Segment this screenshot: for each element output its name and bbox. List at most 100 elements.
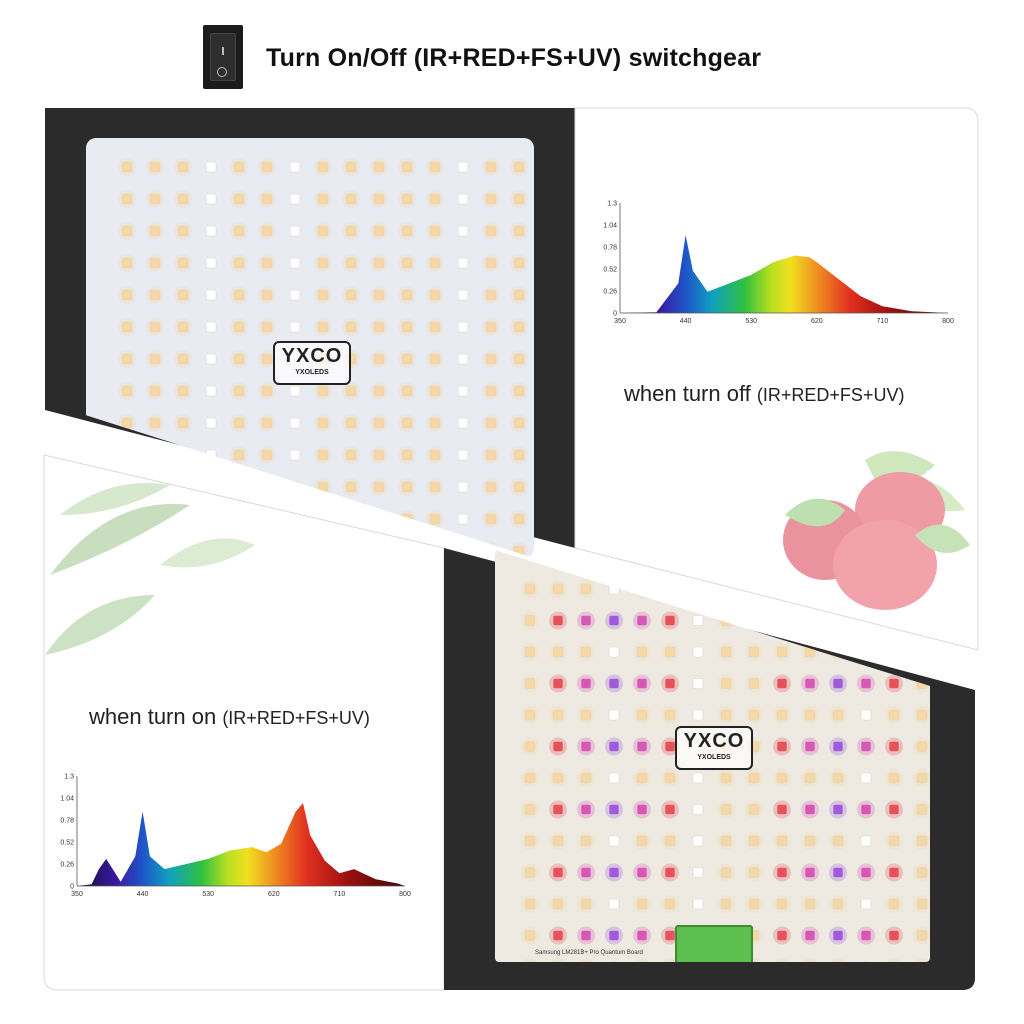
x-tick-label: 620 — [811, 318, 823, 325]
led-chip — [261, 417, 273, 429]
led-chip — [580, 867, 592, 878]
led-chip — [485, 289, 497, 301]
led-chip — [608, 741, 620, 752]
led-glow — [913, 958, 930, 962]
led-chip — [429, 289, 441, 301]
led-chip — [804, 867, 816, 878]
leaf-shape — [865, 451, 935, 483]
led-chip — [233, 417, 245, 429]
led-chip — [149, 161, 161, 173]
led-chip — [776, 709, 788, 721]
led-chip — [692, 646, 704, 658]
led-chip — [636, 835, 648, 847]
leaf-shape — [785, 498, 845, 527]
leaf-shape — [915, 524, 970, 553]
led-chip — [289, 161, 301, 173]
led-chip — [457, 321, 469, 333]
led-chip — [552, 804, 564, 815]
x-tick-label: 620 — [268, 891, 280, 898]
led-chip — [233, 353, 245, 365]
led-chip — [860, 898, 872, 910]
led-chip — [513, 353, 525, 365]
led-chip — [888, 867, 900, 878]
led-chip — [580, 930, 592, 941]
led-chip — [513, 161, 525, 173]
led-chip — [580, 835, 592, 847]
header: Turn On/Off (IR+RED+FS+UV) switchgear — [0, 22, 1024, 94]
led-chip — [289, 257, 301, 269]
led-chip — [233, 449, 245, 461]
led-chip — [149, 257, 161, 269]
led-chip — [429, 417, 441, 429]
spectrum-chart-on: 0 0.26 0.52 0.78 1.04 1.3 350 440 530 620 710 800 — [60, 774, 411, 899]
led-chip — [373, 385, 385, 397]
led-chip — [524, 615, 536, 626]
led-chip — [429, 481, 441, 493]
led-chip — [776, 835, 788, 847]
led-chip — [177, 353, 189, 365]
led-glow — [549, 958, 567, 962]
led-chip — [485, 513, 497, 525]
led-chip — [888, 709, 900, 721]
led-chip — [888, 898, 900, 910]
led-chip — [664, 867, 676, 878]
led-chip — [888, 741, 900, 752]
led-chip — [636, 867, 648, 878]
led-chip — [636, 646, 648, 658]
led-chip — [608, 867, 620, 878]
led-chip — [373, 193, 385, 205]
led-chip — [289, 289, 301, 301]
led-chip — [916, 804, 928, 815]
led-chip — [373, 289, 385, 301]
led-chip — [804, 804, 816, 815]
led-chip — [748, 804, 760, 815]
led-chip — [832, 930, 844, 941]
led-chip — [149, 225, 161, 237]
led-chip — [317, 193, 329, 205]
led-chip — [289, 225, 301, 237]
led-glow — [521, 958, 539, 962]
led-chip — [916, 741, 928, 752]
led-chip — [860, 835, 872, 847]
led-chip — [289, 321, 301, 333]
led-chip — [345, 321, 357, 333]
led-chip — [261, 193, 273, 205]
led-chip — [580, 741, 592, 752]
led-chip — [580, 772, 592, 784]
led-chip — [860, 867, 872, 878]
y-tick-label: 0 — [70, 884, 74, 891]
led-chip — [748, 898, 760, 910]
led-chip — [317, 449, 329, 461]
led-chip — [832, 867, 844, 878]
led-chip — [804, 709, 816, 721]
y-tick-label: 0.78 — [60, 818, 74, 825]
led-chip — [429, 353, 441, 365]
led-chip — [748, 678, 760, 689]
led-chip — [513, 481, 525, 493]
leaf-shape — [60, 483, 170, 515]
led-chip — [608, 804, 620, 815]
led-chip — [776, 867, 788, 878]
logo-text: YXCO — [683, 730, 745, 752]
led-chip — [552, 646, 564, 658]
led-chip — [888, 835, 900, 847]
led-chip — [664, 709, 676, 721]
led-chip — [608, 678, 620, 689]
led-chip — [121, 193, 133, 205]
led-chip — [692, 615, 704, 626]
led-chip — [485, 321, 497, 333]
led-chip — [429, 257, 441, 269]
led-chip — [552, 615, 564, 626]
led-chip — [552, 583, 564, 595]
y-tick-label: 0.26 — [60, 862, 74, 869]
led-chip — [692, 709, 704, 721]
led-chip — [832, 741, 844, 752]
logo-subtext: YXOLEDS — [697, 754, 731, 761]
led-chip — [429, 193, 441, 205]
led-chip — [524, 741, 536, 752]
led-chip — [860, 804, 872, 815]
led-chip — [664, 646, 676, 658]
led-chip — [289, 385, 301, 397]
spectrum-area — [620, 235, 948, 313]
led-chip — [513, 321, 525, 333]
